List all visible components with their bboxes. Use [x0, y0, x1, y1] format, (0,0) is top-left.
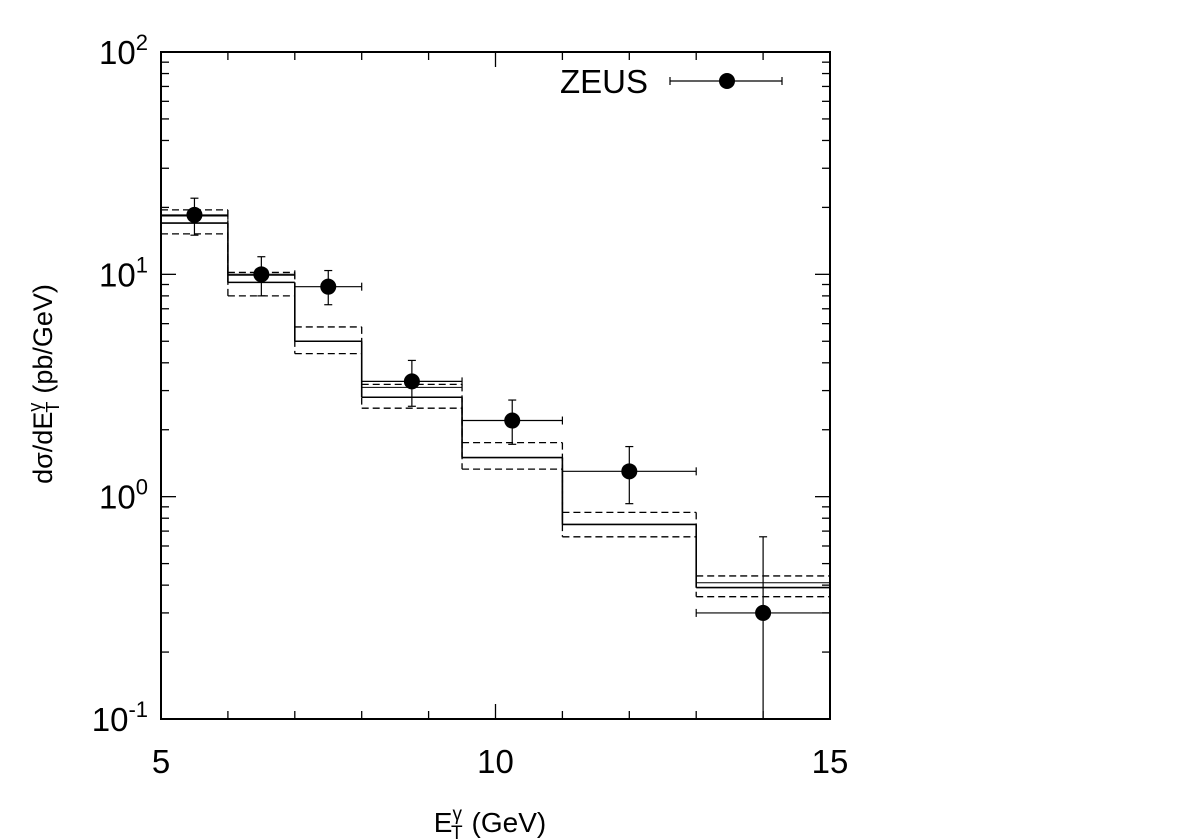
x-axis-label: Eγ T (GeV) — [434, 804, 546, 840]
axis-ticks — [160, 52, 831, 720]
data-point — [361, 359, 463, 407]
data-marker — [755, 604, 772, 621]
legend: ZEUS — [560, 63, 783, 100]
y-tick-label-exponent: 0 — [136, 475, 148, 500]
x-label-sup: γ — [452, 804, 462, 825]
y-tick-label: 102 — [99, 30, 148, 71]
data-point — [227, 256, 296, 297]
x-label-sub: T — [451, 823, 463, 840]
data-marker — [504, 412, 521, 429]
y-label-sub: T — [43, 402, 63, 413]
y-tick-label-exponent: -1 — [128, 697, 148, 722]
data-point — [160, 197, 229, 236]
x-tick-label: 10 — [477, 743, 514, 780]
data-marker — [320, 278, 337, 295]
y-label-unit: (pb/GeV) — [28, 284, 58, 394]
data-series-zeus — [160, 197, 831, 719]
y-tick-label-base: 10 — [92, 701, 129, 738]
y-tick-label-base: 10 — [99, 34, 136, 71]
y-tick-label-base: 10 — [99, 479, 136, 516]
legend-marker-dot — [719, 73, 735, 89]
legend-label-zeus: ZEUS — [560, 63, 648, 100]
plot-frame — [160, 51, 831, 720]
y-label-prefix: dσ/dE — [28, 412, 58, 484]
y-tick-label-base: 10 — [99, 256, 136, 293]
data-point — [461, 399, 564, 445]
data-marker — [403, 373, 420, 390]
data-marker — [253, 266, 270, 283]
data-point — [695, 536, 831, 719]
y-label-sup: γ — [25, 403, 45, 412]
x-tick-label: 15 — [812, 743, 849, 780]
data-marker — [186, 206, 203, 223]
y-axis-label: dσ/dEγT (pb/GeV) — [25, 284, 63, 484]
x-label-unit: (GeV) — [472, 807, 547, 838]
y-tick-label-exponent: 2 — [136, 30, 148, 55]
data-point — [561, 445, 697, 505]
data-marker — [621, 463, 638, 480]
y-tick-label: 100 — [99, 475, 148, 516]
legend-marker-zeus — [669, 73, 783, 89]
x-tick-label: 5 — [152, 743, 170, 780]
y-tick-label-exponent: 1 — [136, 252, 148, 277]
data-point — [294, 269, 363, 306]
y-tick-label: 101 — [99, 252, 148, 293]
x-label-base: E — [434, 807, 453, 838]
y-tick-label: 10-1 — [92, 697, 148, 738]
